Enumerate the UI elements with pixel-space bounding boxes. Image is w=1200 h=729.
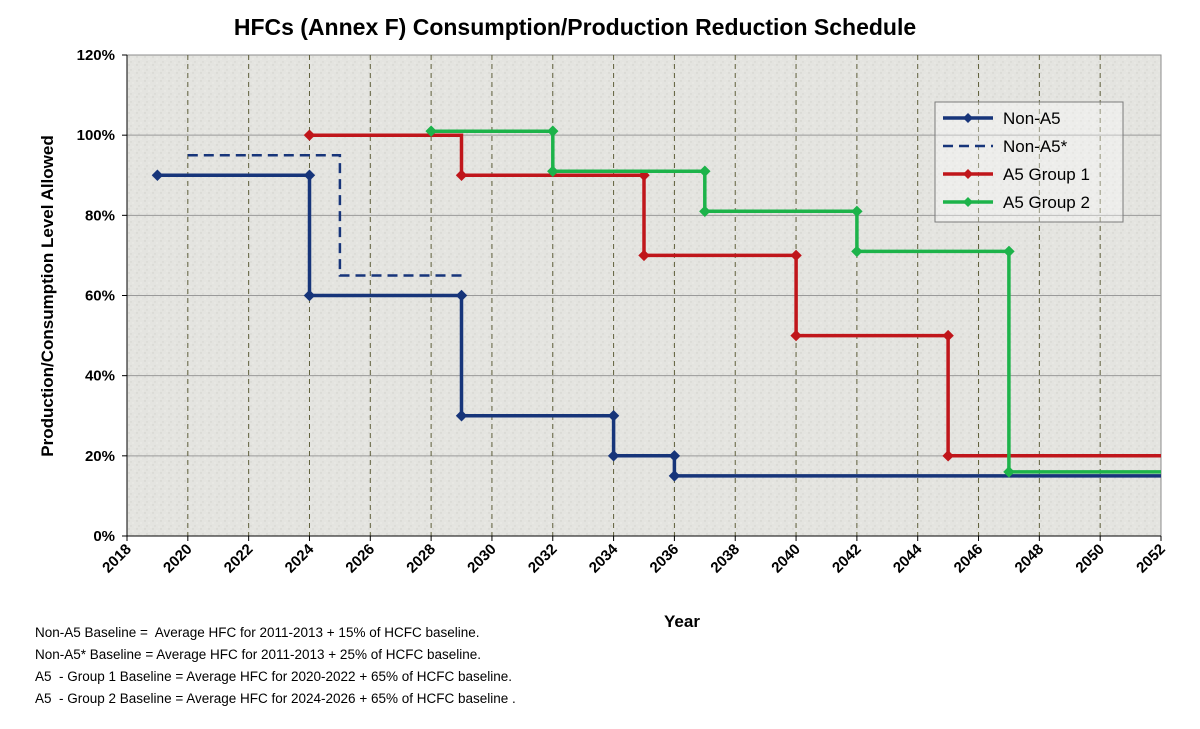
marker-a5-group-2 xyxy=(547,165,559,177)
y-tick-label: 100% xyxy=(77,127,115,144)
x-tick-label: 2046 xyxy=(951,541,987,577)
series-line-non-a5-star xyxy=(187,153,462,277)
marker-a5-group-1 xyxy=(790,249,802,262)
legend-label-a5-group-1: A5 Group 1 xyxy=(1003,165,1090,184)
x-tick-label: 2034 xyxy=(586,540,622,576)
legend-label-a5-group-2: A5 Group 2 xyxy=(1003,193,1090,212)
x-tick-label: 2044 xyxy=(890,540,926,576)
x-tick-label: 2024 xyxy=(282,540,318,576)
marker-non-a5 xyxy=(607,450,620,462)
marker-a5-group-1 xyxy=(942,450,954,462)
x-tick-label: 2052 xyxy=(1133,541,1169,577)
marker-a5-group-2 xyxy=(1003,245,1015,258)
legend-label-non-a5: Non-A5 xyxy=(1003,109,1061,128)
x-tick-label: 2030 xyxy=(464,541,500,577)
marker-a5-group-1 xyxy=(942,329,954,342)
x-tick-label: 2022 xyxy=(221,541,257,577)
x-tick-label: 2038 xyxy=(707,541,743,577)
x-axis-label: Year xyxy=(664,612,700,631)
y-axis-label: Production/Consumption Level Allowed xyxy=(38,135,57,456)
y-tick-label: 120% xyxy=(77,47,115,64)
marker-a5-group-2 xyxy=(699,165,711,177)
baseline-notes: Non-A5 Baseline = Average HFC for 2011-2… xyxy=(35,622,516,710)
marker-a5-group-1 xyxy=(638,249,650,262)
note-a5-group-1: A5 - Group 1 Baseline = Average HFC for … xyxy=(35,669,513,684)
y-tick-label: 60% xyxy=(85,288,115,305)
x-tick-label: 2018 xyxy=(99,541,135,577)
marker-non-a5 xyxy=(151,169,164,181)
x-tick-label: 2050 xyxy=(1072,541,1108,577)
chart-title: HFCs (Annex F) Consumption/Production Re… xyxy=(233,14,917,40)
note-a5-group-2: A5 - Group 2 Baseline = Average HFC for … xyxy=(35,691,516,706)
series-group xyxy=(151,125,1161,482)
x-tick-label: 2042 xyxy=(829,541,865,577)
y-tick-label: 0% xyxy=(93,528,115,545)
legend-marker-a5-group-1 xyxy=(963,169,973,179)
marker-a5-group-2 xyxy=(425,125,437,137)
marker-a5-group-2 xyxy=(699,205,711,218)
x-tick-label: 2026 xyxy=(343,541,379,577)
legend-marker-a5-group-2 xyxy=(963,197,973,207)
legend-label-non-a5-star: Non-A5* xyxy=(1003,137,1068,156)
x-tick-label: 2036 xyxy=(647,541,683,577)
series-line-a5-group-2 xyxy=(431,129,1161,474)
x-tick-label: 2040 xyxy=(768,541,804,577)
marker-non-a5 xyxy=(303,289,316,302)
marker-a5-group-1 xyxy=(455,169,468,181)
marker-non-a5 xyxy=(455,289,468,302)
marker-non-a5 xyxy=(668,450,681,462)
marker-a5-group-2 xyxy=(547,125,559,137)
marker-a5-group-1 xyxy=(303,129,316,141)
note-non-a5-star: Non-A5* Baseline = Average HFC for 2011-… xyxy=(35,647,482,662)
marker-a5-group-2 xyxy=(851,245,863,258)
y-tick-label: 40% xyxy=(85,368,115,385)
legend: Non-A5 Non-A5* A5 Group 1 A5 Group 2 xyxy=(934,101,1124,223)
marker-a5-group-1 xyxy=(790,329,802,342)
marker-non-a5 xyxy=(303,169,316,181)
y-tick-label: 20% xyxy=(85,448,115,465)
marker-non-a5 xyxy=(668,470,681,482)
x-tick-label: 2032 xyxy=(525,541,561,577)
note-non-a5: Non-A5 Baseline = Average HFC for 2011-2… xyxy=(35,625,480,640)
x-tick-label: 2020 xyxy=(160,541,196,577)
series-line-a5-group-1 xyxy=(309,133,1161,458)
marker-non-a5 xyxy=(455,410,468,422)
series-line-non-a5 xyxy=(157,173,1161,478)
x-tick-label: 2028 xyxy=(403,541,439,577)
marker-a5-group-2 xyxy=(1003,466,1015,478)
y-tick-label: 80% xyxy=(85,207,115,224)
legend-marker-non-a5 xyxy=(963,113,973,123)
x-tick-label: 2048 xyxy=(1012,541,1048,577)
marker-non-a5 xyxy=(607,410,620,422)
marker-a5-group-2 xyxy=(851,205,863,218)
